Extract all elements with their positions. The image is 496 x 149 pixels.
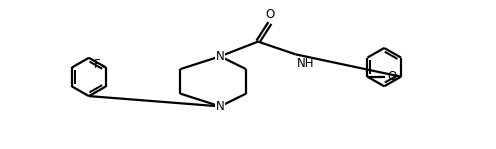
Text: O: O	[387, 70, 397, 83]
Text: N: N	[216, 100, 225, 113]
Text: N: N	[216, 50, 225, 63]
Text: NH: NH	[297, 57, 314, 70]
Text: F: F	[94, 58, 101, 71]
Text: O: O	[265, 8, 274, 21]
